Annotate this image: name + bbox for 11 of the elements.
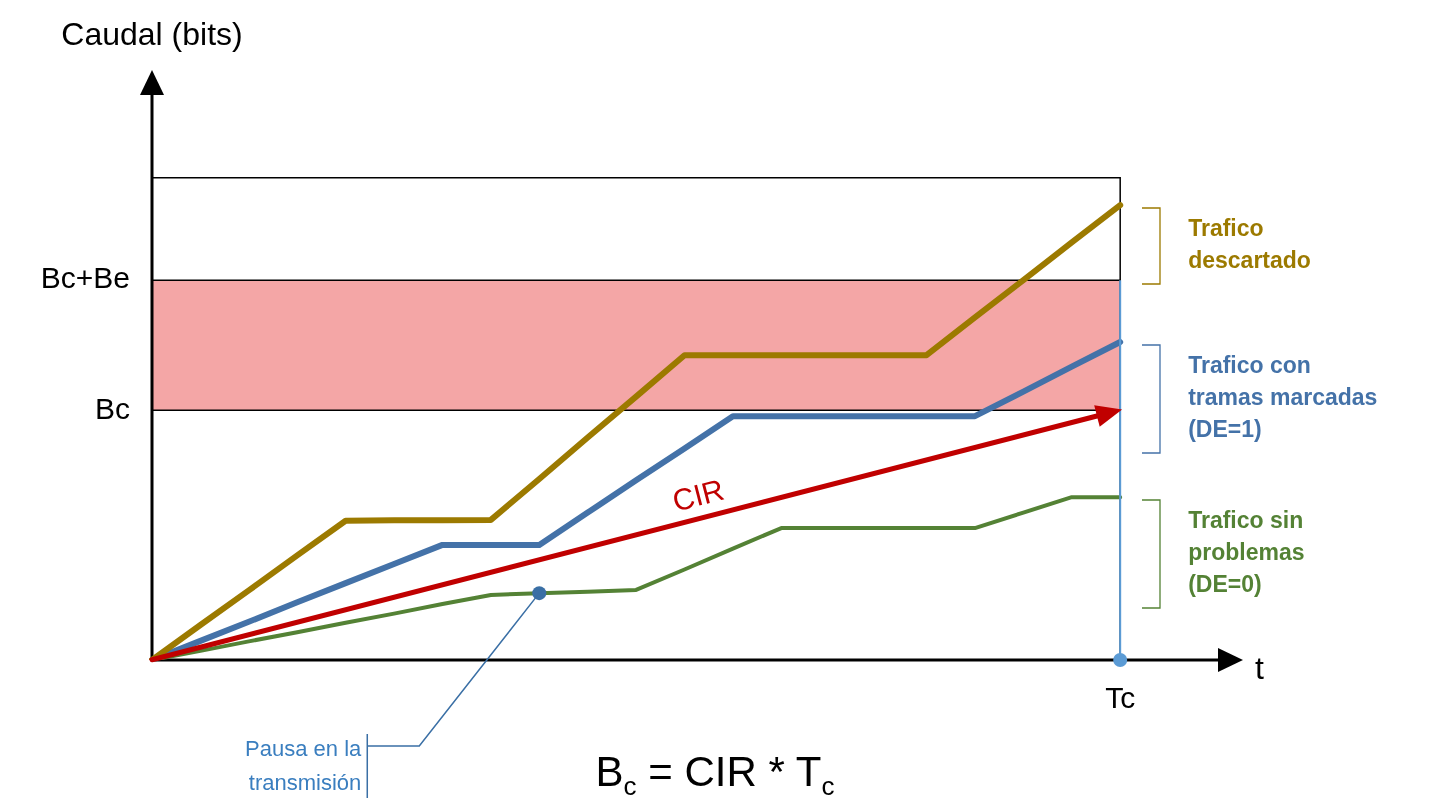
x-axis-title: t	[1255, 649, 1264, 686]
ref-line-label: Bc+Be	[40, 261, 130, 295]
annotation: CIR	[668, 472, 728, 518]
annotation: Tc	[1105, 681, 1136, 715]
ref-line-label: Bc	[94, 391, 130, 425]
text: B$_{c}$ = CIR * T$_{c}$	[595, 748, 835, 802]
y-axis-title: Caudal (bits)	[61, 15, 243, 52]
text: Pausa en la transmisión	[245, 736, 363, 796]
text: Trafico con tramas marcadas (DE=1)	[1188, 352, 1378, 443]
text: Trafico sin problemas (DE=0)	[1188, 507, 1305, 598]
text: Trafico descartado	[1188, 215, 1311, 274]
